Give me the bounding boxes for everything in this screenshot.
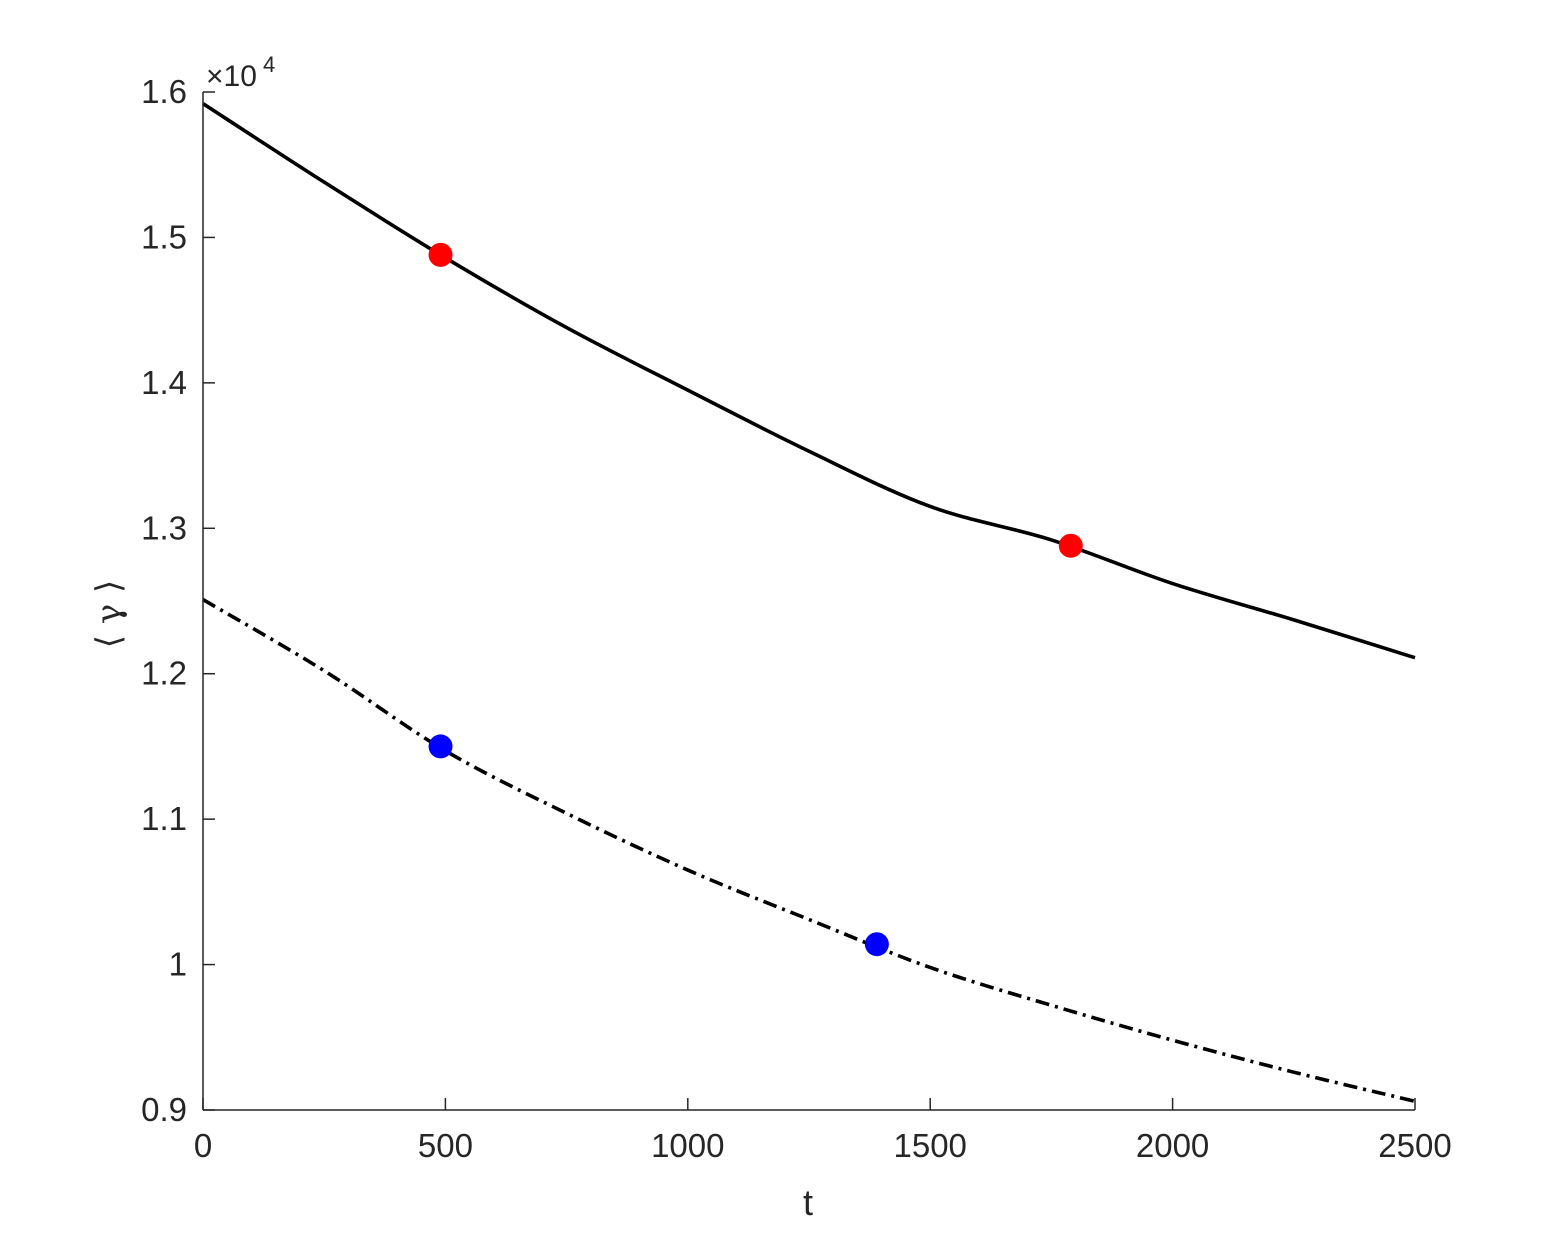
x-tick-layer: 0 500 1000 1500 2000 2500 bbox=[194, 1098, 1452, 1164]
y-tick-label: 1.6 bbox=[141, 73, 187, 110]
x-tick-label: 500 bbox=[418, 1127, 473, 1164]
y-tick-label: 1.1 bbox=[141, 800, 187, 837]
x-tick-label: 0 bbox=[194, 1127, 212, 1164]
series-line-1 bbox=[202, 102, 1416, 660]
y-tick-label: 1.4 bbox=[141, 364, 187, 401]
y-tick-label: 1.3 bbox=[141, 509, 187, 546]
marker-layer bbox=[428, 242, 1083, 957]
x-tick-label: 2500 bbox=[1378, 1127, 1451, 1164]
data-marker-2 bbox=[1058, 533, 1083, 558]
series-line-2 bbox=[202, 597, 1416, 1104]
y-tick-layer: 0.9 1 1.1 1.2 1.3 1.4 1.5 1.6 bbox=[141, 73, 215, 1128]
y-exponent-power: 4 bbox=[263, 52, 275, 77]
data-marker-1 bbox=[428, 242, 453, 267]
data-marker-4 bbox=[864, 932, 889, 957]
x-tick-label: 2000 bbox=[1136, 1127, 1209, 1164]
x-axis-label: t bbox=[803, 1182, 813, 1223]
y-exponent-label: ×10 4 bbox=[206, 52, 275, 93]
series-layer bbox=[202, 102, 1416, 1104]
y-tick-label: 0.9 bbox=[141, 1091, 187, 1128]
data-marker-3 bbox=[428, 734, 453, 759]
y-axis-label: ⟨ γ ⟩ bbox=[89, 580, 129, 648]
x-tick-label: 1000 bbox=[651, 1127, 724, 1164]
axes-layer bbox=[202, 92, 1415, 1111]
y-tick-label: 1.5 bbox=[141, 218, 187, 255]
y-tick-label: 1 bbox=[169, 946, 187, 983]
y-exponent-base: ×10 bbox=[206, 60, 257, 93]
x-tick-label: 1500 bbox=[893, 1127, 966, 1164]
y-tick-label: 1.2 bbox=[141, 655, 187, 692]
